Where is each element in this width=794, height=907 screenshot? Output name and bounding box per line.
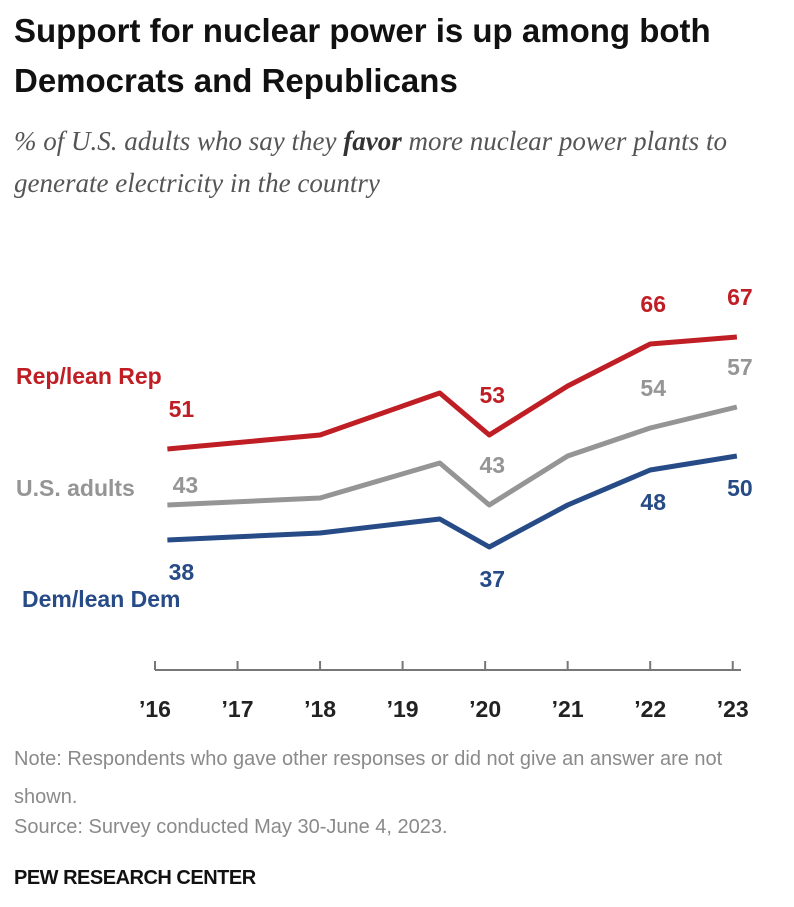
data-label: 38 bbox=[169, 559, 195, 585]
data-label: 54 bbox=[640, 375, 666, 401]
subtitle-part: more nuclear power plants to generate el… bbox=[14, 126, 727, 198]
chart: ’16 ’17 ’18 ’19 ’20 ’21 ’22 ’23 Rep/lean Rep 51 53… bbox=[16, 284, 753, 722]
chart-subtitle: % of U.S. adults who say they favor more… bbox=[14, 120, 754, 204]
series-line bbox=[167, 453, 738, 550]
x-tick-label: ’23 bbox=[717, 696, 749, 722]
x-tick-label: ’17 bbox=[222, 696, 254, 722]
source: Source: Survey conducted May 30-June 4, … bbox=[14, 816, 448, 838]
x-tick-label: ’19 bbox=[387, 696, 419, 722]
x-tick-label: ’22 bbox=[634, 696, 666, 722]
data-label: 57 bbox=[727, 354, 753, 380]
x-tick-label: ’21 bbox=[552, 696, 584, 722]
note: Note: Respondents who gave other respons… bbox=[14, 748, 723, 808]
data-label: 43 bbox=[479, 452, 505, 478]
data-label: 67 bbox=[727, 284, 753, 310]
data-label: 50 bbox=[727, 475, 753, 501]
series-line bbox=[167, 334, 738, 452]
x-tick-label: ’16 bbox=[139, 696, 171, 722]
series-label: Dem/lean Dem bbox=[22, 586, 181, 612]
subtitle-part: % of U.S. adults who say they bbox=[14, 126, 344, 156]
data-label: 51 bbox=[169, 396, 195, 422]
series-label: Rep/lean Rep bbox=[16, 363, 162, 389]
data-label: 37 bbox=[479, 566, 505, 592]
data-label: 53 bbox=[479, 382, 505, 408]
series-line bbox=[167, 404, 738, 508]
x-tick-label: ’18 bbox=[304, 696, 336, 722]
data-label: 43 bbox=[173, 472, 199, 498]
data-label: 48 bbox=[640, 489, 666, 515]
subtitle-emphasis: favor bbox=[343, 126, 402, 156]
chart-title: Support for nuclear power is up among bo… bbox=[14, 12, 711, 99]
footer: PEW RESEARCH CENTER bbox=[14, 867, 256, 889]
series-label: U.S. adults bbox=[16, 475, 135, 501]
x-tick-label: ’20 bbox=[469, 696, 501, 722]
data-label: 66 bbox=[640, 291, 666, 317]
